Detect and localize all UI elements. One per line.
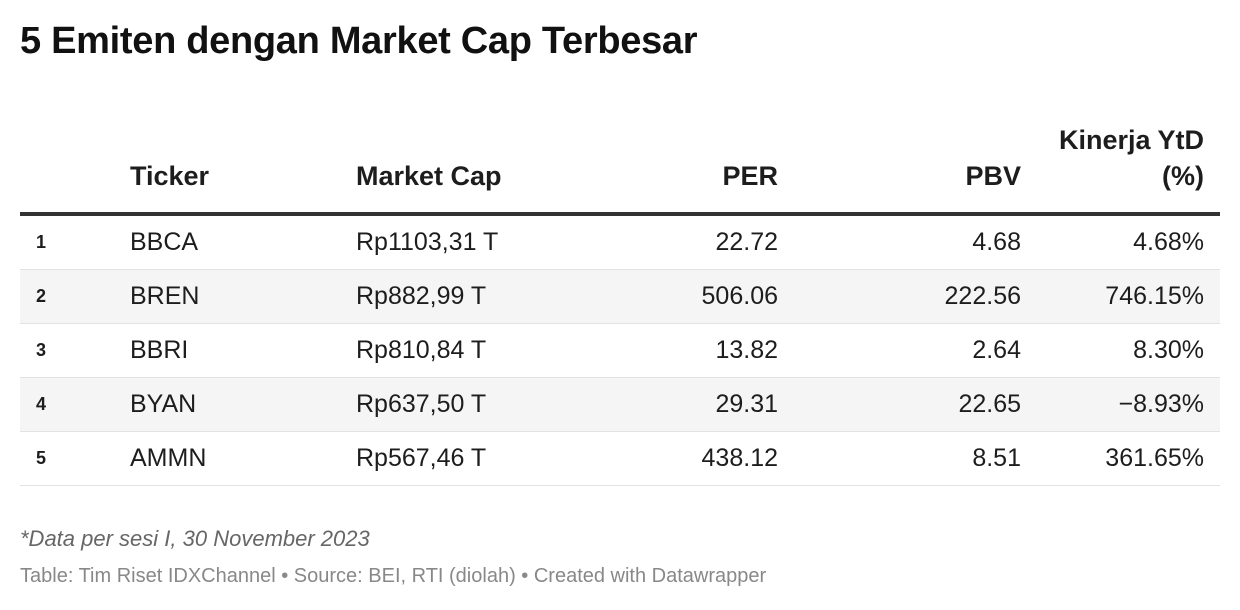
- ytd-cell: 746.15%: [1037, 269, 1220, 324]
- ticker-cell: BYAN: [130, 377, 356, 432]
- header-row: Ticker Market Cap PER PBV Kinerja YtD (%…: [20, 122, 1220, 216]
- data-table: Ticker Market Cap PER PBV Kinerja YtD (%…: [20, 122, 1220, 486]
- per-cell: 29.31: [562, 377, 794, 432]
- chart-title: 5 Emiten dengan Market Cap Terbesar: [20, 20, 698, 62]
- header-pbv[interactable]: PBV: [794, 122, 1037, 216]
- rank-cell: 2: [20, 269, 130, 324]
- pbv-cell: 2.64: [794, 323, 1037, 378]
- per-cell: 506.06: [562, 269, 794, 324]
- header-per[interactable]: PER: [562, 122, 794, 216]
- table-notes: *Data per sesi I, 30 November 2023: [20, 526, 370, 551]
- table-row: 1 BBCA Rp1103,31 T 22.72 4.68 4.68%: [20, 214, 1220, 270]
- market-cap-cell: Rp567,46 T: [356, 431, 562, 486]
- ticker-cell: BBCA: [130, 214, 356, 270]
- table-row: 2 BREN Rp882,99 T 506.06 222.56 746.15%: [20, 269, 1220, 324]
- ytd-cell: 4.68%: [1037, 214, 1220, 270]
- rank-cell: 3: [20, 323, 130, 378]
- market-cap-cell: Rp882,99 T: [356, 269, 562, 324]
- ytd-cell: 8.30%: [1037, 323, 1220, 378]
- ticker-cell: BREN: [130, 269, 356, 324]
- header-ytd-line2: (%): [1162, 161, 1204, 191]
- per-cell: 22.72: [562, 214, 794, 270]
- rank-cell: 1: [20, 214, 130, 270]
- header-ytd[interactable]: Kinerja YtD (%): [1037, 122, 1220, 216]
- per-cell: 438.12: [562, 431, 794, 486]
- pbv-cell: 22.65: [794, 377, 1037, 432]
- header-ticker[interactable]: Ticker: [130, 122, 356, 216]
- ticker-cell: AMMN: [130, 431, 356, 486]
- ticker-cell: BBRI: [130, 323, 356, 378]
- pbv-cell: 222.56: [794, 269, 1037, 324]
- ytd-cell: −8.93%: [1037, 377, 1220, 432]
- market-cap-cell: Rp810,84 T: [356, 323, 562, 378]
- pbv-cell: 8.51: [794, 431, 1037, 486]
- ytd-cell: 361.65%: [1037, 431, 1220, 486]
- market-cap-cell: Rp1103,31 T: [356, 214, 562, 270]
- pbv-cell: 4.68: [794, 214, 1037, 270]
- header-market-cap[interactable]: Market Cap: [356, 122, 562, 216]
- rank-cell: 5: [20, 431, 130, 486]
- table-row: 5 AMMN Rp567,46 T 438.12 8.51 361.65%: [20, 431, 1220, 486]
- table-row: 3 BBRI Rp810,84 T 13.82 2.64 8.30%: [20, 323, 1220, 378]
- table-footer: Table: Tim Riset IDXChannel • Source: BE…: [20, 565, 767, 587]
- header-ytd-line1: Kinerja YtD: [1058, 125, 1204, 155]
- rank-cell: 4: [20, 377, 130, 432]
- per-cell: 13.82: [562, 323, 794, 378]
- header-rank: [20, 122, 130, 216]
- table-row: 4 BYAN Rp637,50 T 29.31 22.65 −8.93%: [20, 377, 1220, 432]
- market-cap-cell: Rp637,50 T: [356, 377, 562, 432]
